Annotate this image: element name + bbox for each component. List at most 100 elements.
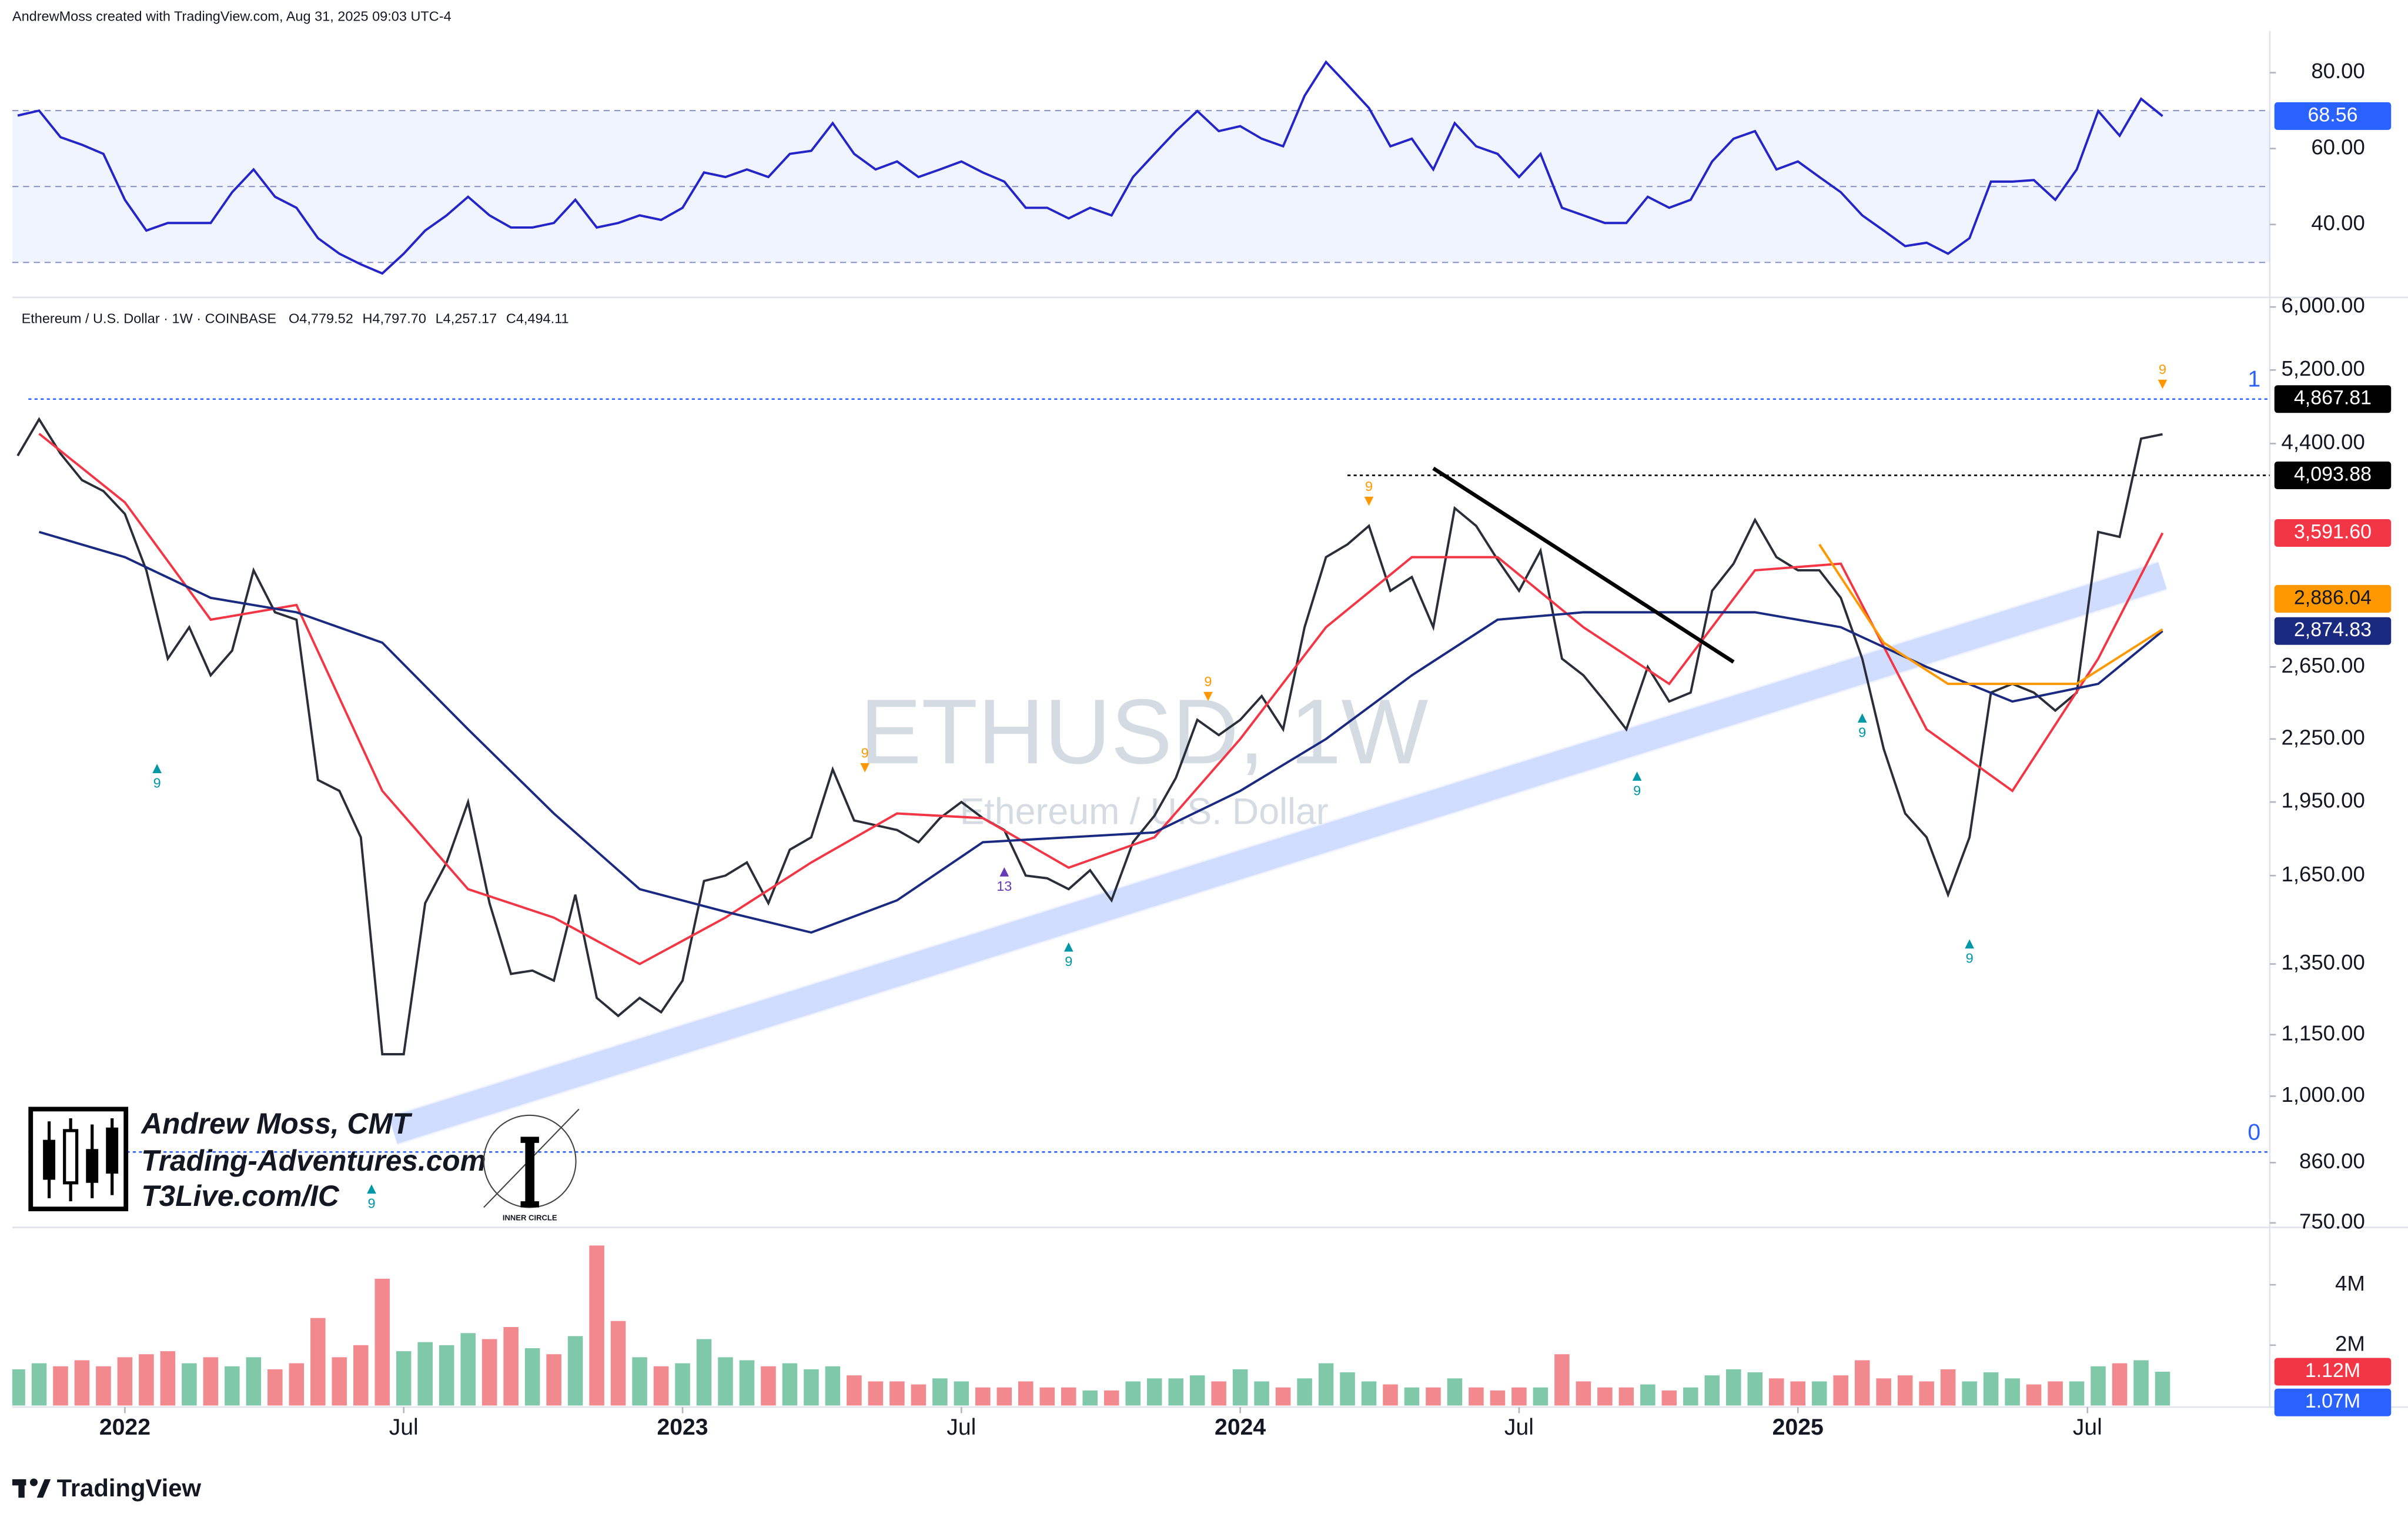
volume-bar xyxy=(1361,1381,1377,1406)
price-label-bg xyxy=(2274,385,2392,413)
x-tick-label: Jul xyxy=(947,1415,976,1440)
brand-author: Andrew Moss, CMT xyxy=(140,1107,412,1140)
volume-bar xyxy=(289,1363,305,1406)
channel-band xyxy=(389,562,2167,1144)
ohlc-key: C xyxy=(506,311,516,326)
header-credit: AndrewMoss created with TradingView.com,… xyxy=(12,8,452,24)
ohlc-value: 4,797.70 xyxy=(372,311,426,326)
volume-bar xyxy=(1039,1387,1055,1406)
volume-bar xyxy=(1383,1384,1398,1406)
badge-glyph xyxy=(520,1201,539,1208)
volume-bar xyxy=(1404,1387,1420,1406)
volume-bar xyxy=(1833,1375,1848,1406)
volume-bar xyxy=(1576,1381,1591,1406)
volume-bar xyxy=(975,1387,991,1406)
td-marker xyxy=(1203,691,1213,701)
td-count: 9 xyxy=(367,1196,375,1211)
td-marker xyxy=(152,764,162,773)
price-label: 1.12M xyxy=(2305,1359,2360,1382)
y-tick-label: 2,250.00 xyxy=(2282,726,2365,750)
td-marker xyxy=(999,867,1009,877)
volume-bar xyxy=(396,1351,412,1406)
y-tick-label: 4,400.00 xyxy=(2282,430,2365,454)
volume-bar xyxy=(1597,1387,1613,1406)
price-label-bg xyxy=(2274,617,2392,645)
volume-bar xyxy=(996,1387,1012,1406)
volume-bar xyxy=(1125,1381,1141,1406)
volume-bar xyxy=(610,1321,626,1406)
price-label-bg xyxy=(2274,584,2392,613)
volume-bar xyxy=(1275,1387,1291,1406)
volume-bar xyxy=(1168,1378,1183,1406)
volume-bar xyxy=(2005,1378,2020,1406)
price-label: 4,093.88 xyxy=(2294,463,2372,485)
volume-bar xyxy=(1103,1390,1119,1406)
y-tick-label: 40.00 xyxy=(2311,210,2365,235)
volume-bar xyxy=(1768,1378,1784,1406)
volume-bar xyxy=(1232,1369,1248,1406)
volume-bar xyxy=(1704,1375,1720,1406)
volume-bar xyxy=(267,1369,283,1406)
volume-bar xyxy=(310,1318,326,1406)
volume-bar xyxy=(911,1384,927,1406)
volume-bar xyxy=(1940,1369,1956,1406)
volume-bar xyxy=(696,1339,712,1406)
volume-bar xyxy=(524,1348,540,1406)
symbol-name: Ethereum / U.S. Dollar · 1W · COINBASE xyxy=(22,311,277,326)
td-count: 9 xyxy=(2159,362,2166,377)
volume-bar xyxy=(1854,1360,1870,1406)
price-label: 3,591.60 xyxy=(2294,520,2372,543)
volume-bar xyxy=(246,1357,262,1406)
td-marker xyxy=(860,763,869,773)
td-marker xyxy=(2158,379,2168,389)
volume-bar xyxy=(53,1366,68,1406)
volume-bar xyxy=(1447,1378,1463,1406)
volume-bar xyxy=(439,1345,454,1406)
channel-edge xyxy=(388,561,2168,1145)
y-tick-label: 1,350.00 xyxy=(2282,950,2365,974)
volume-bar xyxy=(1726,1369,1741,1406)
volume-bar xyxy=(503,1327,519,1406)
y-tick-label: 860.00 xyxy=(2299,1149,2365,1173)
volume-bar xyxy=(1340,1372,1355,1406)
volume-bar xyxy=(1983,1372,1999,1406)
volume-bar xyxy=(2091,1366,2106,1406)
rsi-line xyxy=(17,60,2163,275)
td-count: 9 xyxy=(1365,479,1373,494)
ohlc-key: L xyxy=(436,311,443,326)
y-tick-label: 80.00 xyxy=(2311,59,2365,83)
volume-bar xyxy=(31,1363,47,1406)
moving-average xyxy=(38,433,2164,965)
volume-bar xyxy=(1919,1381,1934,1406)
footer-logo xyxy=(36,1479,51,1498)
volume-bar xyxy=(932,1378,948,1406)
x-tick-label: 2023 xyxy=(657,1415,708,1440)
volume-bar xyxy=(1533,1387,1549,1406)
volume-bar xyxy=(1962,1381,1977,1406)
fib-label: 0 xyxy=(2248,1119,2260,1145)
fib-label: 1 xyxy=(2248,367,2260,392)
volume-bar xyxy=(1747,1372,1763,1406)
separators xyxy=(12,31,2408,1408)
td-marker xyxy=(1857,713,1867,723)
y-tick-label: 1,950.00 xyxy=(2282,788,2365,813)
volume-bar xyxy=(954,1381,969,1406)
volume-bar xyxy=(1189,1375,1205,1406)
volume-bar xyxy=(589,1245,604,1406)
logo-candle xyxy=(43,1139,56,1180)
ohlc-value: 4,257.17 xyxy=(443,311,497,326)
td-count: 9 xyxy=(153,775,161,790)
ohlc-key: O xyxy=(289,311,299,326)
axes: 2022 Jul 2023 Jul 2024 Jul 2025 Jul 80.00 60.00 40… xyxy=(99,59,2392,1440)
volume-bar xyxy=(460,1333,476,1406)
volume-bar xyxy=(675,1363,690,1406)
volume-bar xyxy=(1683,1387,1698,1406)
x-tick-label: 2024 xyxy=(1215,1415,1266,1440)
symbol-legend: Ethereum / U.S. Dollar · 1W · COINBASE O 4… xyxy=(22,311,569,326)
volume-bar xyxy=(1254,1381,1269,1406)
price-label: 4,867.81 xyxy=(2294,387,2372,409)
plot-area: 9 9 9 13 9 9 9 9 9 9 9 xyxy=(12,60,2270,1406)
volume-bar xyxy=(2048,1381,2063,1406)
logo-candle xyxy=(63,1129,79,1185)
